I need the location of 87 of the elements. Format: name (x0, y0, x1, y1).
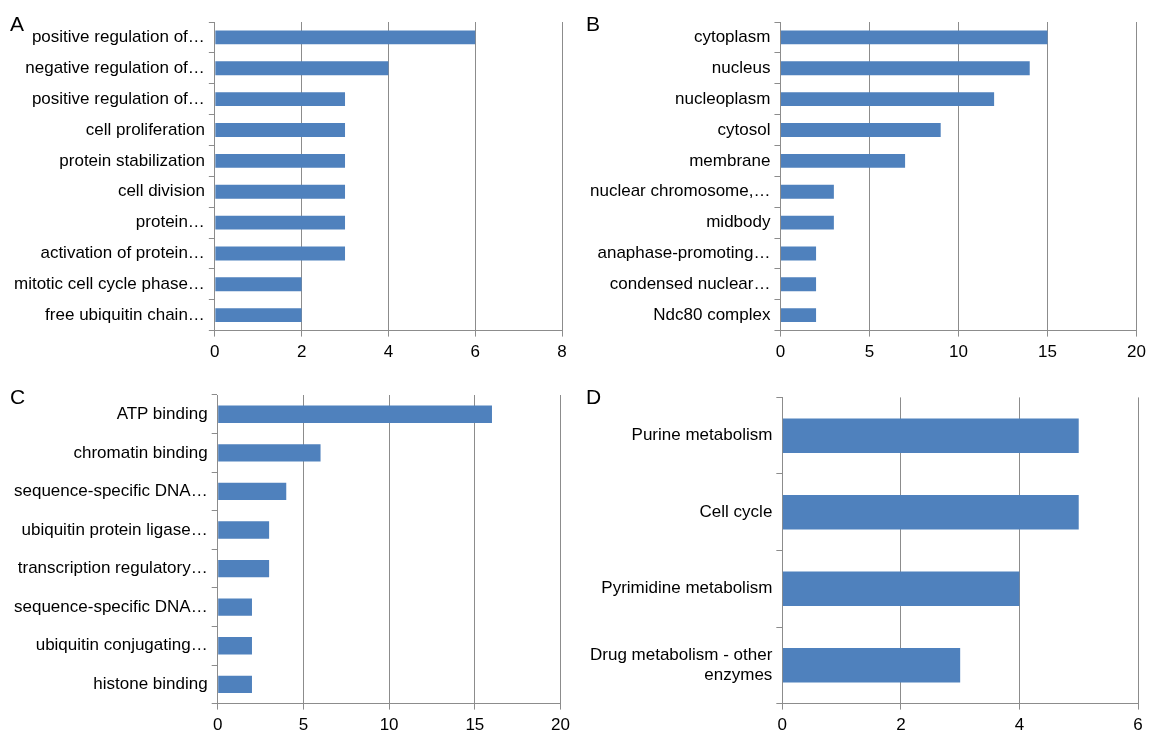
bar (218, 444, 321, 462)
bar (215, 30, 476, 45)
y-tick-label: ATP binding (116, 403, 208, 423)
bar (780, 92, 995, 107)
y-tick-label: transcription regulatory… (17, 558, 208, 578)
text: B (586, 12, 601, 36)
x-tick-label: 15 (1038, 342, 1057, 362)
bar (780, 246, 817, 261)
bar (780, 153, 906, 168)
y-tick-label: cytosol (717, 119, 771, 139)
x-tick-label: 5 (864, 342, 875, 362)
x-tick-label: 4 (1014, 715, 1025, 735)
x-tick-label: 2 (896, 715, 906, 735)
bar (215, 61, 389, 76)
bar (780, 123, 941, 137)
y-tick-label: positive regulation of… (31, 88, 205, 108)
bar (215, 215, 346, 230)
bar (780, 308, 817, 323)
y-tick-label: mitotic cell cycle phase… (14, 274, 205, 293)
y-tick-label: free ubiquitin chain… (45, 304, 205, 324)
y-tick-label: nucleus (711, 57, 771, 77)
bar (780, 277, 817, 292)
x-tick-label: 0 (775, 342, 786, 362)
bar (218, 559, 270, 578)
bar (782, 495, 1079, 530)
bar (215, 184, 346, 199)
text: D (586, 385, 602, 409)
bar (780, 30, 1048, 45)
y-tick-label: histone binding (93, 674, 208, 693)
y-tick-label: nucleoplasm (675, 88, 771, 108)
y-tick-label: protein stabilization (59, 150, 205, 170)
x-tick-label: 8 (557, 342, 567, 362)
x-tick-label: 0 (777, 715, 788, 735)
bar (780, 61, 1030, 76)
y-tick-label: midbody (706, 212, 771, 232)
bar (782, 571, 1020, 606)
y-tick-label: positive regulation of… (31, 27, 205, 47)
y-tick-label: negative regulation of… (25, 57, 205, 77)
x-tick-label: 0 (210, 342, 220, 362)
y-tick-label: protein… (135, 212, 205, 232)
y-tick-label: cytoplasm (693, 27, 771, 47)
bar (218, 482, 287, 501)
y-tick-label: Drug metabolism - other enzymes (590, 644, 773, 685)
y-tick-label: cell division (117, 181, 205, 201)
text: A (10, 12, 25, 36)
bar (782, 418, 1079, 453)
x-tick-label: 5 (298, 715, 309, 735)
y-tick-label: Cell cycle (699, 501, 773, 521)
x-tick-label: 10 (949, 342, 968, 362)
y-tick-label: Pyrimidine metabolism (601, 578, 773, 598)
y-tick-label: sequence-specific DNA… (13, 481, 208, 501)
y-tick-label: ubiquitin protein ligase… (21, 519, 208, 539)
bar (215, 92, 346, 107)
y-tick-label: condensed nuclear… (609, 274, 771, 293)
y-tick-label: anaphase-promoting… (597, 243, 771, 263)
y-tick-label: Ndc80 complex (653, 304, 771, 324)
y-tick-label: membrane (689, 150, 771, 170)
bar (215, 153, 346, 168)
x-tick-label: 10 (379, 715, 399, 735)
x-tick-label: 6 (470, 342, 480, 362)
bar (782, 648, 961, 683)
y-tick-label: ubiquitin conjugating… (35, 635, 208, 655)
bar (780, 215, 834, 230)
bar (215, 308, 302, 323)
x-tick-label: 20 (1127, 342, 1147, 362)
bar (218, 598, 252, 616)
y-tick-label: cell proliferation (85, 119, 205, 139)
y-tick-label: nuclear chromosome,… (589, 181, 771, 201)
x-tick-label: 2 (296, 342, 307, 362)
bar (215, 246, 346, 261)
y-tick-label: Purine metabolism (631, 425, 773, 445)
y-tick-label: sequence-specific DNA… (13, 596, 208, 616)
x-tick-label: 20 (551, 715, 571, 735)
bar (215, 123, 346, 137)
text: C (10, 385, 26, 409)
x-tick-label: 6 (1133, 715, 1143, 735)
bar (218, 675, 252, 693)
y-tick-label: activation of protein… (40, 243, 205, 263)
bar (218, 521, 270, 539)
bar (780, 184, 834, 199)
x-tick-label: 4 (383, 342, 394, 362)
y-tick-label: chromatin binding (73, 442, 208, 462)
bar (218, 637, 252, 655)
x-tick-label: 15 (465, 715, 485, 735)
x-tick-label: 0 (212, 715, 223, 735)
bar (218, 405, 492, 423)
bar (215, 277, 302, 292)
